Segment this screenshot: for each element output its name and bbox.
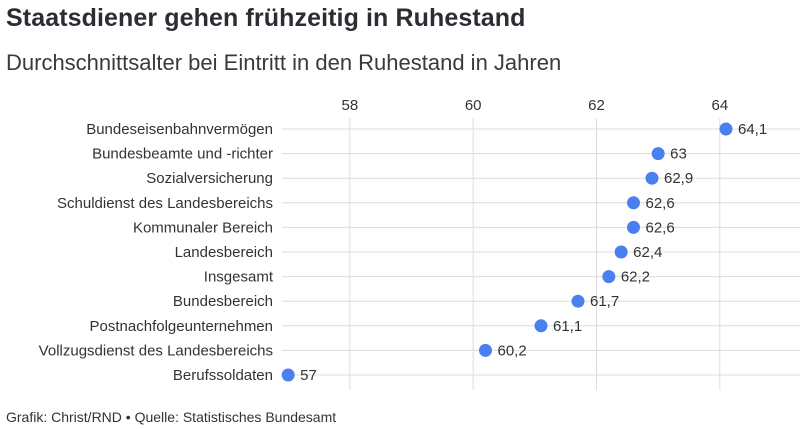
data-label: 62,6 [646, 219, 675, 236]
data-point [534, 319, 548, 333]
source-text: Quelle: Statistisches Bundesamt [134, 409, 337, 425]
separator-dot: • [125, 409, 131, 425]
data-label: 64,1 [738, 121, 767, 138]
data-points [281, 122, 733, 382]
category-label: Kommunaler Bereich [133, 219, 273, 236]
data-label: 62,6 [646, 195, 675, 212]
data-label: 61,1 [553, 318, 582, 335]
category-label: Bundeseisenbahnvermögen [86, 121, 273, 138]
data-point [651, 147, 665, 161]
data-point [479, 343, 492, 357]
data-label: 57 [300, 367, 317, 384]
data-point [571, 294, 585, 308]
x-axis-ticks: 58 60 62 64 [341, 97, 728, 114]
data-point [281, 368, 295, 382]
chart-subtitle: Durchschnittsalter bei Eintritt in den R… [6, 50, 562, 75]
category-label: Bundesbeamte und -richter [92, 146, 273, 163]
footer: Grafik: Christ/RND • Quelle: Statistisch… [6, 409, 336, 425]
category-label: Insgesamt [204, 269, 274, 286]
data-label: 62,4 [633, 244, 662, 261]
data-label: 62,2 [621, 269, 650, 286]
category-label: Schuldienst des Landesbereichs [57, 195, 273, 212]
data-point [627, 220, 640, 234]
data-label: 61,7 [590, 293, 619, 310]
x-tick-label: 64 [711, 97, 728, 114]
data-point [627, 196, 640, 210]
category-label: Landesbereich [175, 244, 273, 261]
data-point [614, 245, 628, 259]
gridlines [282, 118, 800, 390]
chart-title: Staatsdiener gehen frühzeitig in Ruhesta… [6, 4, 526, 32]
data-label: 63 [670, 146, 687, 163]
data-label: 60,2 [498, 342, 527, 359]
category-label: Bundesbereich [173, 293, 273, 310]
credit-text: Grafik: Christ/RND [6, 409, 122, 425]
category-labels: Bundeseisenbahnvermögen Bundesbeamte und … [39, 121, 274, 384]
data-point [645, 171, 659, 185]
data-point [602, 270, 616, 284]
category-label: Berufssoldaten [173, 367, 273, 384]
category-label: Vollzugsdienst des Landesbereichs [39, 342, 273, 359]
x-tick-label: 58 [341, 97, 358, 114]
data-point [719, 122, 733, 136]
category-label: Sozialversicherung [146, 170, 273, 187]
data-label: 62,9 [664, 170, 693, 187]
x-tick-label: 60 [465, 97, 482, 114]
x-tick-label: 62 [588, 97, 605, 114]
value-labels: 64,1 63 62,9 62,6 62,6 62,4 62,261,7 61,1 60,2 57 [300, 121, 767, 384]
category-label: Postnachfolgeunternehmen [90, 318, 273, 335]
